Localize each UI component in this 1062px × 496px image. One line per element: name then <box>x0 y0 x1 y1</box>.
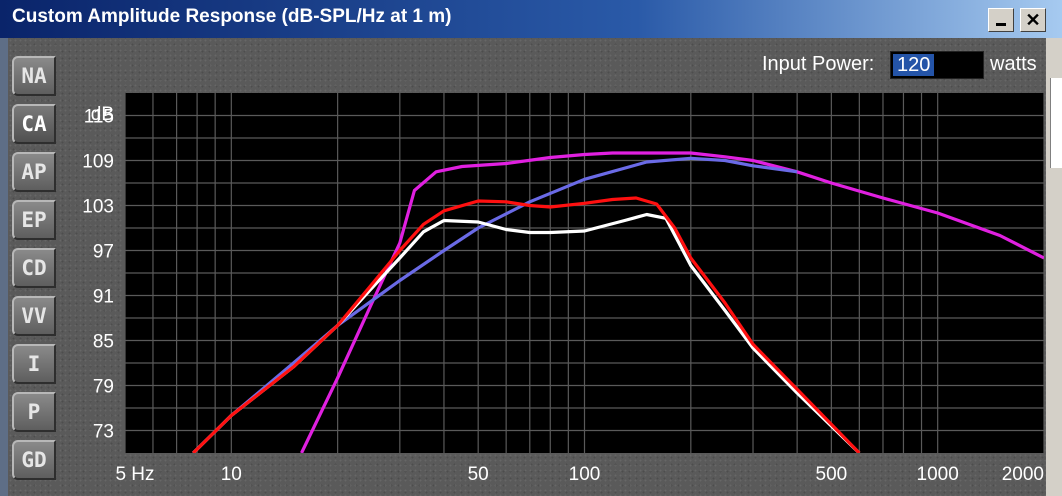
y-tick-label: 103 <box>82 197 114 218</box>
y-tick-label: 73 <box>93 422 114 443</box>
x-tick-label: 100 <box>569 464 601 485</box>
tab-i[interactable]: I <box>12 344 56 384</box>
x-tick-label: 5 Hz <box>115 464 154 485</box>
tab-vv[interactable]: VV <box>12 296 56 336</box>
tab-p[interactable]: P <box>12 392 56 432</box>
minimize-button[interactable] <box>988 8 1014 32</box>
window-title: Custom Amplitude Response (dB-SPL/Hz at … <box>12 6 452 27</box>
y-tick-label: 85 <box>93 332 114 353</box>
close-button[interactable]: ✕ <box>1020 8 1046 32</box>
tab-ca[interactable]: CA <box>12 104 56 144</box>
y-axis-label: dB <box>91 104 114 125</box>
background-window-fragment <box>1050 78 1062 168</box>
title-bar[interactable]: Custom Amplitude Response (dB-SPL/Hz at … <box>0 0 1062 38</box>
y-tick-label: 79 <box>93 377 114 398</box>
y-tick-label: 97 <box>93 242 114 263</box>
x-tick-label: 10 <box>221 464 242 485</box>
tab-ep[interactable]: EP <box>12 200 56 240</box>
x-tick-label: 500 <box>816 464 848 485</box>
tab-gd[interactable]: GD <box>12 440 56 480</box>
x-tick-label: 50 <box>468 464 489 485</box>
input-power-field[interactable]: 120 <box>890 51 984 79</box>
y-tick-label: 115 <box>84 107 114 128</box>
series-line-magenta <box>300 151 1044 453</box>
input-power-unit: watts <box>990 53 1037 75</box>
x-tick-label: 2000 <box>1002 464 1044 485</box>
input-power-value: 120 <box>893 54 935 76</box>
minimize-icon <box>996 23 1006 26</box>
series-line-blue <box>192 156 798 453</box>
y-tick-label: 109 <box>82 152 114 173</box>
series-line-red <box>192 196 861 453</box>
tab-na[interactable]: NA <box>12 56 56 96</box>
y-tick-label: 91 <box>93 287 114 308</box>
x-tick-label: 1000 <box>917 464 959 485</box>
tab-cd[interactable]: CD <box>12 248 56 288</box>
background-window-edge <box>1046 38 1062 496</box>
window-left-border <box>0 38 8 496</box>
close-icon: ✕ <box>1025 10 1041 30</box>
input-power-label: Input Power: <box>762 53 875 75</box>
tab-ap[interactable]: AP <box>12 152 56 192</box>
